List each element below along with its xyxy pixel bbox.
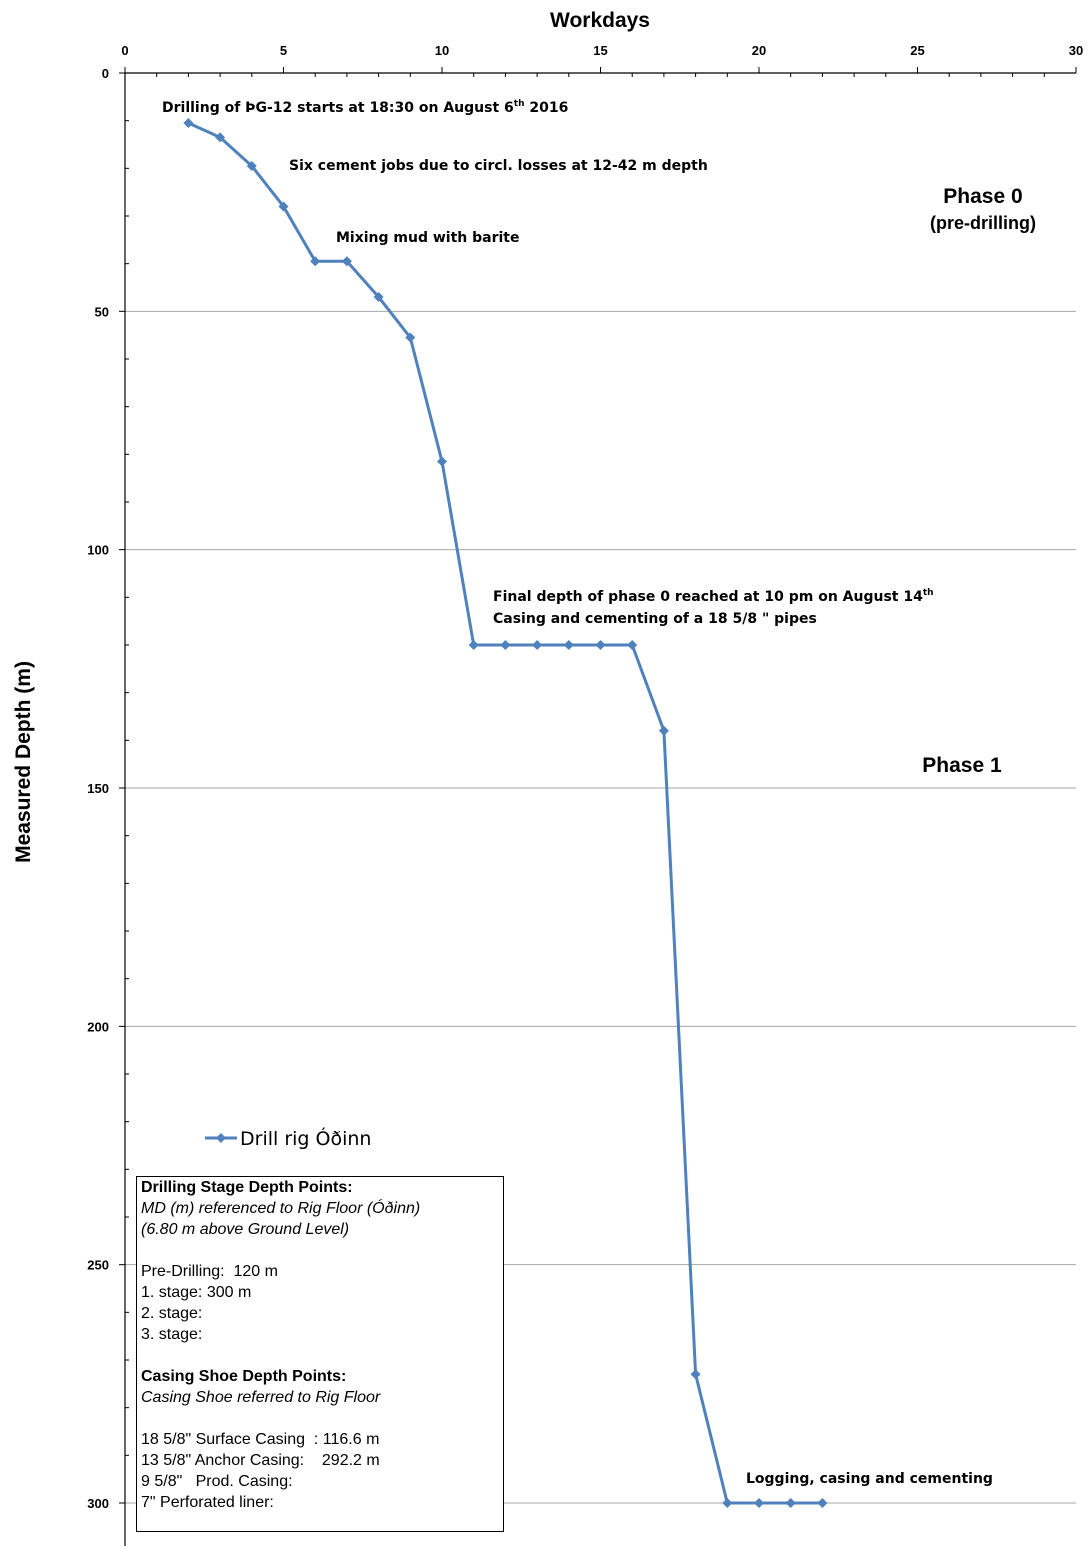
data-point <box>437 456 447 467</box>
x-tick-label: 10 <box>435 43 449 58</box>
x-tick-label: 15 <box>593 43 607 58</box>
y-axis-title: Measured Depth (m) <box>12 661 35 863</box>
data-point <box>754 1498 764 1508</box>
y-tick-label: 100 <box>87 543 109 558</box>
casing-heading: Casing Shoe Depth Points: <box>141 1368 347 1385</box>
phase-0-subtitle: (pre-drilling) <box>930 213 1036 233</box>
spacer <box>141 1240 499 1261</box>
y-tick-label: 250 <box>87 1258 109 1273</box>
x-tick-label: 20 <box>752 43 766 58</box>
data-point <box>405 332 416 343</box>
data-point <box>785 1498 796 1508</box>
legend-marker <box>216 1133 226 1143</box>
x-tick-label: 25 <box>910 43 924 58</box>
data-point <box>595 640 606 650</box>
y-tick-label: 0 <box>102 66 109 81</box>
y-tick-label: 300 <box>87 1496 109 1511</box>
spacer <box>141 1345 499 1366</box>
y-tick-label: 200 <box>87 1019 109 1034</box>
data-point <box>532 640 543 650</box>
phase-1-title: Phase 1 <box>922 754 1002 777</box>
data-point <box>722 1498 733 1508</box>
stage-item: Pre-Drilling: 120 m <box>141 1263 278 1280</box>
data-point <box>817 1498 828 1508</box>
axis-ticks <box>119 67 1077 1504</box>
casing-item: 9 5/8" Prod. Casing: <box>141 1473 293 1490</box>
data-point <box>310 256 321 267</box>
x-tick-label: 0 <box>121 43 128 58</box>
casing-item: 7" Perforated liner: <box>141 1494 274 1511</box>
data-point <box>373 292 384 303</box>
series-drill-rig <box>183 118 828 1508</box>
stage-item: 1. stage: 300 m <box>141 1284 252 1301</box>
y-tick-label: 150 <box>87 781 109 796</box>
data-point <box>658 725 669 736</box>
legend-label: Drill rig Óðinn <box>240 1126 371 1150</box>
data-point <box>278 201 289 212</box>
stage-note-2: (6.80 m above Ground Level) <box>141 1221 350 1238</box>
stage-note-1: MD (m) referenced to Rig Floor (Óðinn) <box>141 1200 421 1217</box>
data-point <box>500 640 511 650</box>
x-tick-label: 30 <box>1069 43 1083 58</box>
casing-item: 13 5/8" Anchor Casing: 292.2 m <box>141 1452 380 1469</box>
annotation-mixing-mud: Mixing mud with barite <box>336 230 520 246</box>
annotation-cement-jobs: Six cement jobs due to circl. losses at … <box>289 158 708 174</box>
stage-item: 3. stage: <box>141 1326 203 1343</box>
stage-heading: Drilling Stage Depth Points: <box>141 1179 353 1196</box>
x-axis-title: Workdays <box>550 9 650 32</box>
data-point <box>215 132 226 143</box>
casing-note: Casing Shoe referred to Rig Floor <box>141 1389 381 1406</box>
data-point <box>341 256 352 267</box>
annotation-logging: Logging, casing and cementing <box>746 1471 993 1487</box>
phase-0-title: Phase 0 <box>943 185 1022 208</box>
data-point <box>563 640 574 650</box>
data-point <box>183 118 194 129</box>
annotation-start: Drilling of ÞG-12 starts at 18:30 on Aug… <box>162 99 568 116</box>
info-box: Drilling Stage Depth Points: MD (m) refe… <box>136 1176 504 1532</box>
legend: Drill rig Óðinn <box>205 1126 371 1150</box>
spacer <box>141 1408 499 1429</box>
casing-item: 18 5/8" Surface Casing : 116.6 m <box>141 1431 380 1448</box>
data-point <box>468 640 479 650</box>
y-tick-label: 50 <box>95 304 109 319</box>
data-point <box>246 160 257 171</box>
data-point <box>690 1369 701 1380</box>
annotation-final-depth: Final depth of phase 0 reached at 10 pm … <box>493 588 934 605</box>
data-point <box>627 640 638 650</box>
x-tick-label: 5 <box>280 43 287 58</box>
annotation-casing-cementing: Casing and cementing of a 18 5/8 " pipes <box>493 611 817 627</box>
stage-item: 2. stage: <box>141 1305 203 1322</box>
